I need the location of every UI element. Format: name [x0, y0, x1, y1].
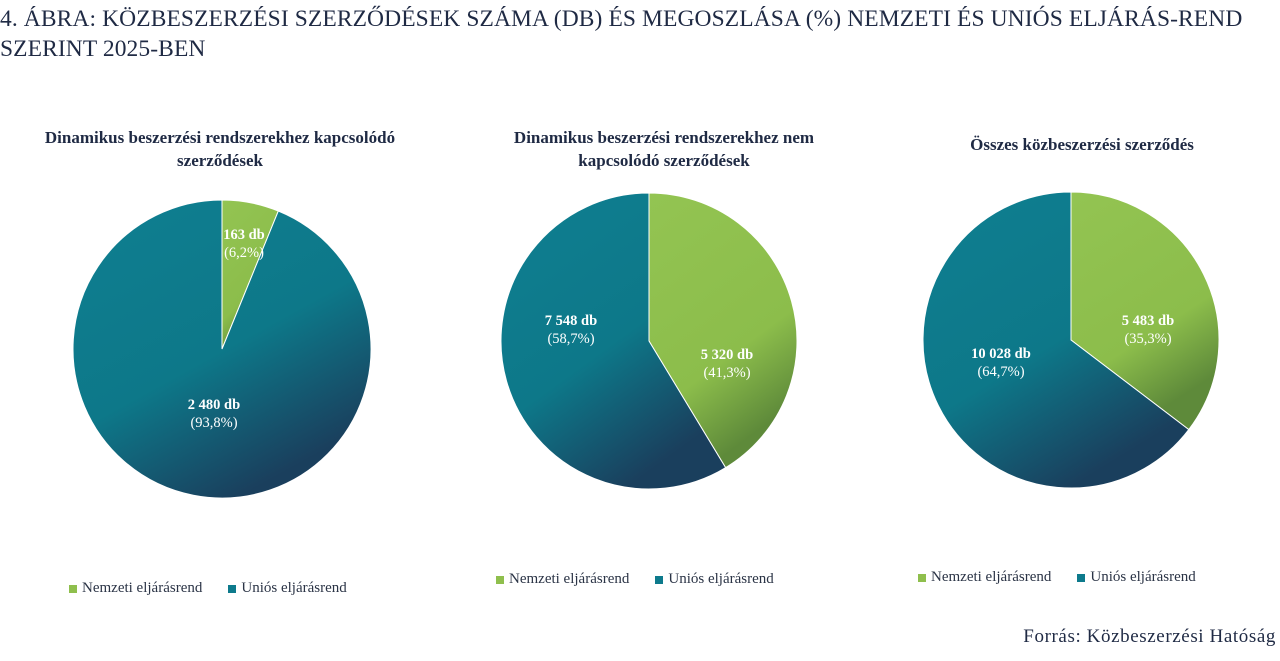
legend-swatch-nemzeti: [918, 573, 926, 582]
legend-label-nemzeti: Nemzeti eljárásrend: [931, 569, 1052, 585]
chart-title-3: Összes közbeszerzési szerződés: [970, 135, 1194, 154]
legend-item-nemzeti: Nemzeti eljárásrend: [69, 580, 202, 597]
pie-slice-unios: [72, 199, 372, 499]
data-label-pct-nemzeti: (6,2%): [224, 245, 264, 261]
legend-swatch-unios: [228, 584, 237, 593]
chart-title-2: Dinamikus beszerzési rendszerekhez nem k…: [513, 128, 815, 170]
legend-swatch-nemzeti: [496, 575, 504, 584]
data-label-value-unios: 7 548 db: [545, 313, 597, 329]
data-label-value-unios: 2 480 db: [188, 397, 240, 413]
pie-chart-1: 163 db (6,2%) 2 480 db (93,8%): [72, 199, 372, 499]
pie-chart-3: 5 483 db (35,3%) 10 028 db (64,7%): [922, 191, 1220, 489]
legend-label-nemzeti: Nemzeti eljárásrend: [509, 571, 630, 587]
legend-item-nemzeti: Nemzeti eljárásrend: [496, 571, 629, 588]
pie-slice-unios: [500, 192, 727, 490]
legend-label-unios: Uniós eljárásrend: [668, 571, 774, 587]
pie-chart-2: 5 320 db (41,3%) 7 548 db (58,7%): [500, 192, 798, 490]
chart-title-1: Dinamikus beszerzési rendszerekhez kapcs…: [44, 128, 396, 170]
data-label-value-unios: 10 028 db: [971, 346, 1031, 362]
legend-swatch-unios: [655, 575, 664, 584]
legend-swatch-unios: [1077, 573, 1086, 582]
legend-3: Nemzeti eljárásrend Uniós eljárásrend: [918, 569, 1222, 586]
data-label-pct-unios: (93,8%): [190, 415, 237, 431]
legend-item-nemzeti: Nemzeti eljárásrend: [918, 569, 1051, 586]
data-label-pct-nemzeti: (41,3%): [703, 365, 750, 381]
pie-slice-nemzeti: [648, 192, 798, 469]
data-label-pct-unios: (64,7%): [977, 364, 1024, 380]
figure-title: 4. ÁBRA: KÖZBESZERZÉSI SZERZŐDÉSEK SZÁMA…: [0, 6, 1243, 62]
legend-item-unios: Uniós eljárásrend: [1077, 569, 1196, 586]
data-label-value-nemzeti: 5 483 db: [1122, 313, 1174, 329]
legend-1: Nemzeti eljárásrend Uniós eljárásrend: [69, 580, 373, 597]
legend-item-unios: Uniós eljárásrend: [655, 571, 774, 588]
legend-2: Nemzeti eljárásrend Uniós eljárásrend: [496, 571, 800, 588]
data-label-value-nemzeti: 5 320 db: [701, 347, 753, 363]
source-note: Forrás: Közbeszerzési Hatóság: [1023, 626, 1276, 647]
legend-swatch-nemzeti: [69, 584, 77, 593]
legend-item-unios: Uniós eljárásrend: [228, 580, 347, 597]
legend-label-unios: Uniós eljárásrend: [1090, 569, 1196, 585]
legend-label-nemzeti: Nemzeti eljárásrend: [82, 580, 203, 596]
pie-slice-unios: [922, 191, 1190, 489]
legend-label-unios: Uniós eljárásrend: [241, 580, 347, 596]
pie-slice-nemzeti: [1070, 191, 1220, 431]
data-label-pct-nemzeti: (35,3%): [1124, 331, 1171, 347]
data-label-pct-unios: (58,7%): [547, 331, 594, 347]
data-label-value-nemzeti: 163 db: [223, 227, 265, 243]
